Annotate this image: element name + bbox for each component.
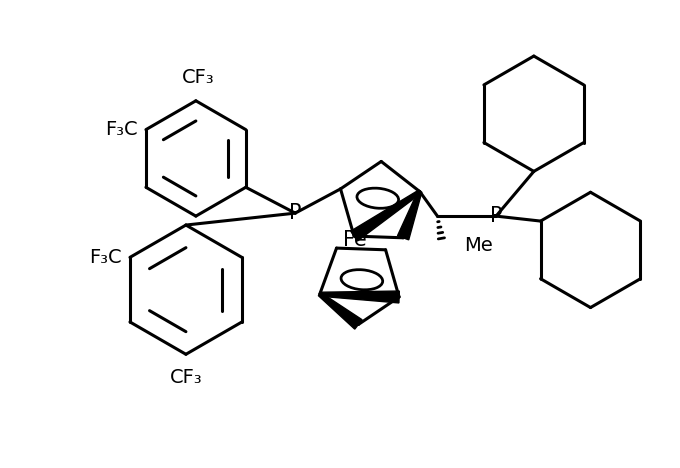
Text: F₃C: F₃C — [89, 248, 122, 267]
Text: CF₃: CF₃ — [169, 368, 202, 387]
Text: Me: Me — [464, 236, 493, 256]
Text: F₃C: F₃C — [105, 120, 138, 139]
Polygon shape — [398, 191, 422, 240]
Polygon shape — [318, 292, 362, 329]
Text: P: P — [289, 203, 301, 223]
Polygon shape — [320, 291, 399, 303]
Text: Fe: Fe — [343, 230, 367, 250]
Polygon shape — [351, 190, 421, 241]
Text: P: P — [490, 206, 503, 226]
Text: CF₃: CF₃ — [182, 68, 214, 87]
